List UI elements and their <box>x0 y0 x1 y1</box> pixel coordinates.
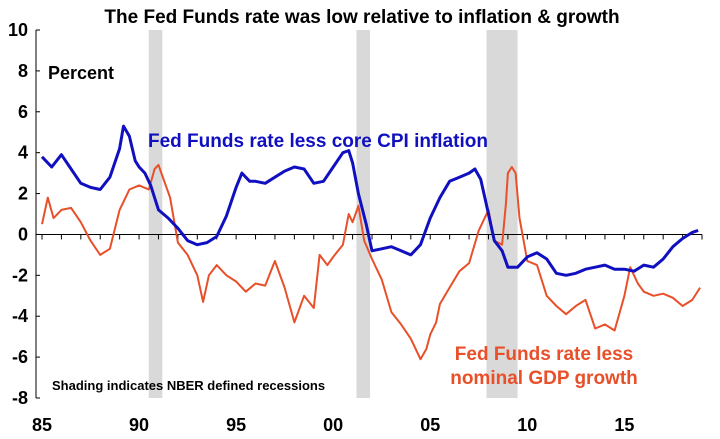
y-tick-label: -6 <box>12 347 28 367</box>
recession-shading <box>148 30 518 398</box>
x-tick-label: 90 <box>129 415 149 435</box>
recession-band-3 <box>486 30 518 398</box>
series-lines <box>40 124 701 361</box>
y-tick-label: 6 <box>18 102 28 122</box>
y-tick-label: 4 <box>18 143 28 163</box>
recession-note: Shading indicates NBER defined recession… <box>52 378 325 393</box>
series-line-nominal-gdp <box>41 163 701 361</box>
y-tick-label: -4 <box>12 306 28 326</box>
recession-band-1 <box>148 30 163 398</box>
y-tick-labels: 10 8 6 4 2 0 -2 -4 -6 -8 <box>8 20 28 408</box>
x-tick-label: 05 <box>420 415 440 435</box>
x-tick-label: 15 <box>614 415 634 435</box>
y-tick-label: -8 <box>12 388 28 408</box>
x-tick-label: 85 <box>32 415 52 435</box>
y-tick-label: 8 <box>18 61 28 81</box>
y-tick-label: -2 <box>12 265 28 285</box>
x-tick-label: 95 <box>226 415 246 435</box>
chart-title: The Fed Funds rate was low relative to i… <box>104 7 619 28</box>
y-tick-label: 10 <box>8 20 28 40</box>
y-tick-label: 0 <box>18 224 28 244</box>
y-tick-label: 2 <box>18 184 28 204</box>
series-label-nominal-gdp-line1: Fed Funds rate less <box>455 344 633 365</box>
series-label-nominal-gdp-line2: nominal GDP growth <box>450 368 638 389</box>
series-line-core-cpi <box>40 124 699 277</box>
x-tick-labels: 85 90 95 00 05 10 15 <box>32 415 634 435</box>
x-tick-label: 10 <box>517 415 537 435</box>
x-tick-label: 00 <box>323 415 343 435</box>
y-axis-label: Percent <box>48 63 114 83</box>
series-label-core-cpi: Fed Funds rate less core CPI inflation <box>148 131 488 152</box>
